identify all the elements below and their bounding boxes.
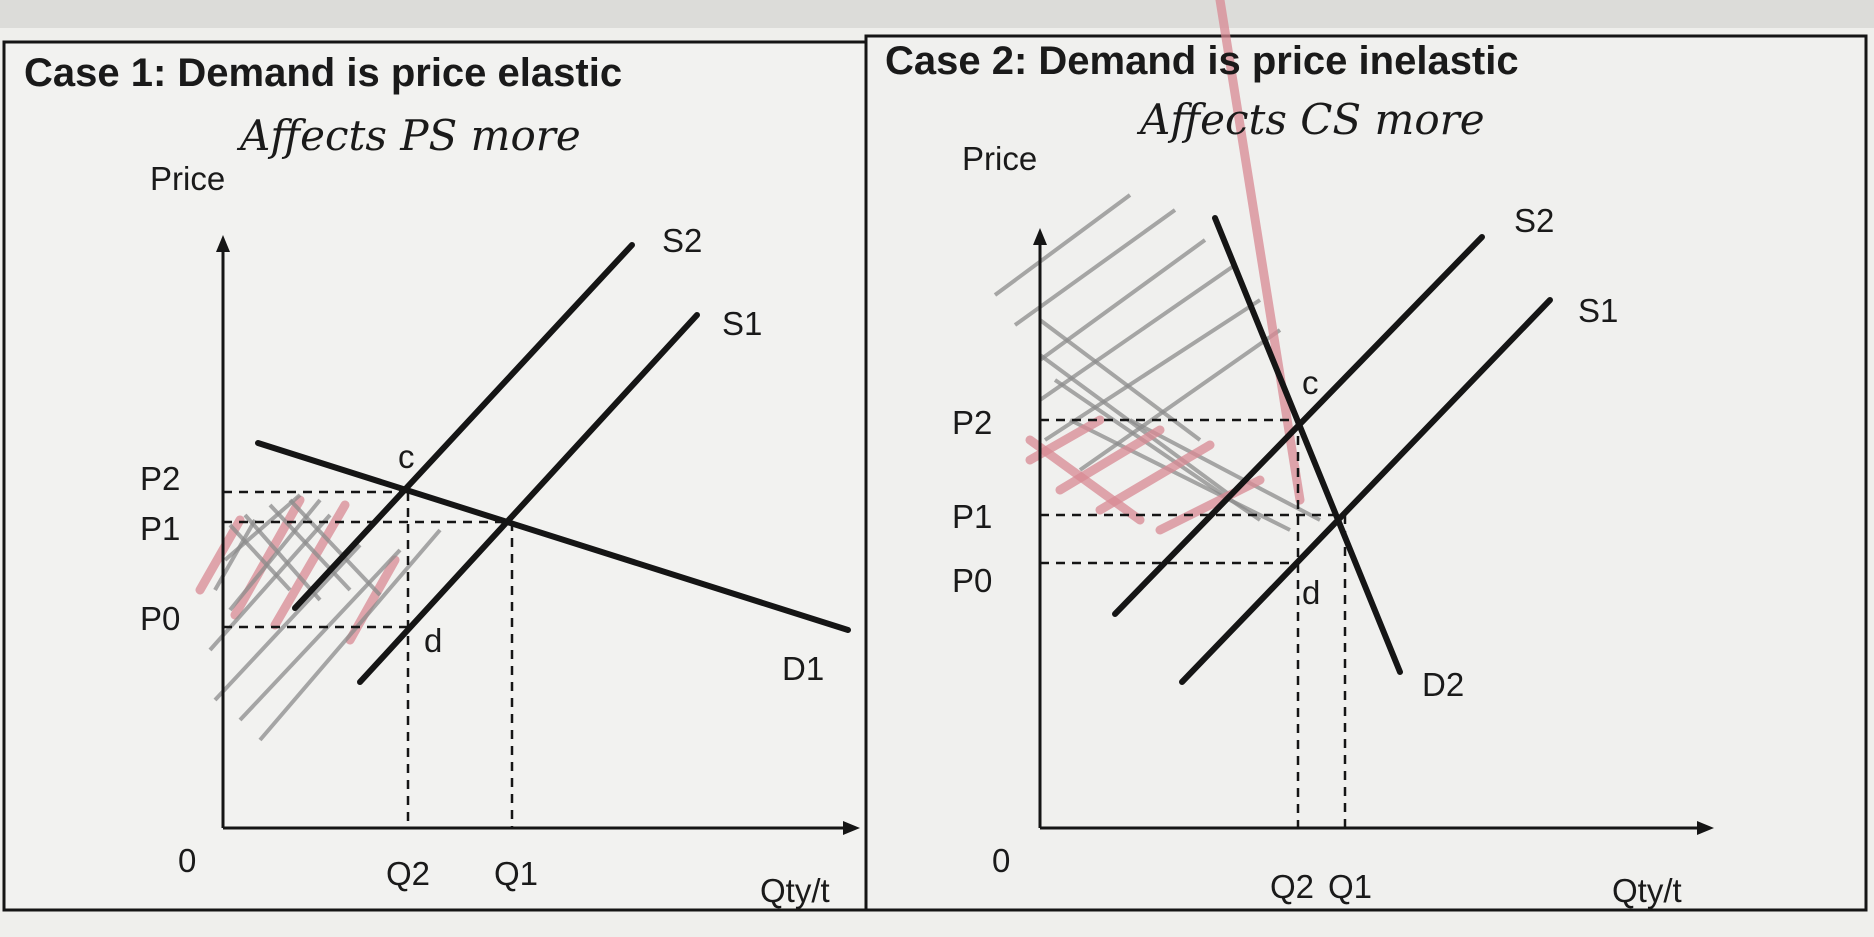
panel-1-x-axis-label: Qty/t (760, 872, 830, 909)
panel-2-s2-label: S2 (1514, 202, 1554, 239)
panel-2-title: Case 2: Demand is price inelastic (885, 39, 1519, 83)
panel-1-point-d-label: d (424, 622, 442, 659)
panel-2-p2-label: P2 (952, 404, 992, 441)
panel-1-d1-label: D1 (782, 650, 824, 687)
panel-1-border (2, 40, 868, 912)
panel-1-point-c-label: c (398, 438, 415, 475)
panel-2-point-c-label: c (1302, 364, 1319, 401)
panel-1-supply-s2-curve (292, 242, 635, 611)
panel-2-d2-label: D2 (1422, 666, 1464, 703)
panel-2-shading (993, 0, 1321, 535)
panel-2-demand-curve (1212, 215, 1403, 675)
panel-2-x-axis-label: Qty/t (1612, 872, 1682, 909)
panel-1-q2-label: Q2 (386, 855, 430, 892)
panel-2-q1-label: Q1 (1328, 868, 1372, 905)
panel-2-handwritten-note: Affects CS more (1136, 95, 1485, 144)
panel-1-s1-label: S1 (722, 305, 762, 342)
panel-1-title: Case 1: Demand is price elastic (24, 51, 622, 95)
panel-2-border (864, 34, 1868, 912)
panel-1-origin-label: 0 (178, 842, 196, 879)
panel-1-y-axis-arrow (216, 235, 230, 252)
panel-1-y-axis-label: Price (150, 160, 225, 197)
panel-case-2: Case 2: Demand is price inelastic Affect… (864, 0, 1868, 912)
panel-2-y-axis-label: Price (962, 140, 1037, 177)
panel-1-demand-curve (255, 440, 851, 633)
panel-1-handwritten-note: Affects PS more (236, 111, 581, 160)
panel-2-point-d-label: d (1302, 574, 1320, 611)
panel-2-supply-s1-curve (1179, 297, 1553, 685)
panel-2-p1-label: P1 (952, 498, 992, 535)
panel-1-x-axis-arrow (843, 821, 860, 835)
panel-2-y-axis-arrow (1033, 228, 1047, 245)
panel-1-supply-s1-curve (357, 312, 700, 685)
panel-1-s2-label: S2 (662, 222, 702, 259)
panel-2-p0-label: P0 (952, 562, 992, 599)
panel-2-origin-label: 0 (992, 842, 1010, 879)
panel-1-p0-label: P0 (140, 600, 180, 637)
panel-2-x-axis-arrow (1697, 821, 1714, 835)
panel-2-supply-s2-curve (1112, 234, 1485, 617)
panel-1-p1-label: P1 (140, 510, 180, 547)
panel-case-1: Case 1: Demand is price elastic Affects … (2, 40, 868, 912)
panel-1-p2-label: P2 (140, 460, 180, 497)
panel-2-q2-label: Q2 (1270, 868, 1314, 905)
panel-2-s1-label: S1 (1578, 292, 1618, 329)
panel-1-q1-label: Q1 (494, 855, 538, 892)
